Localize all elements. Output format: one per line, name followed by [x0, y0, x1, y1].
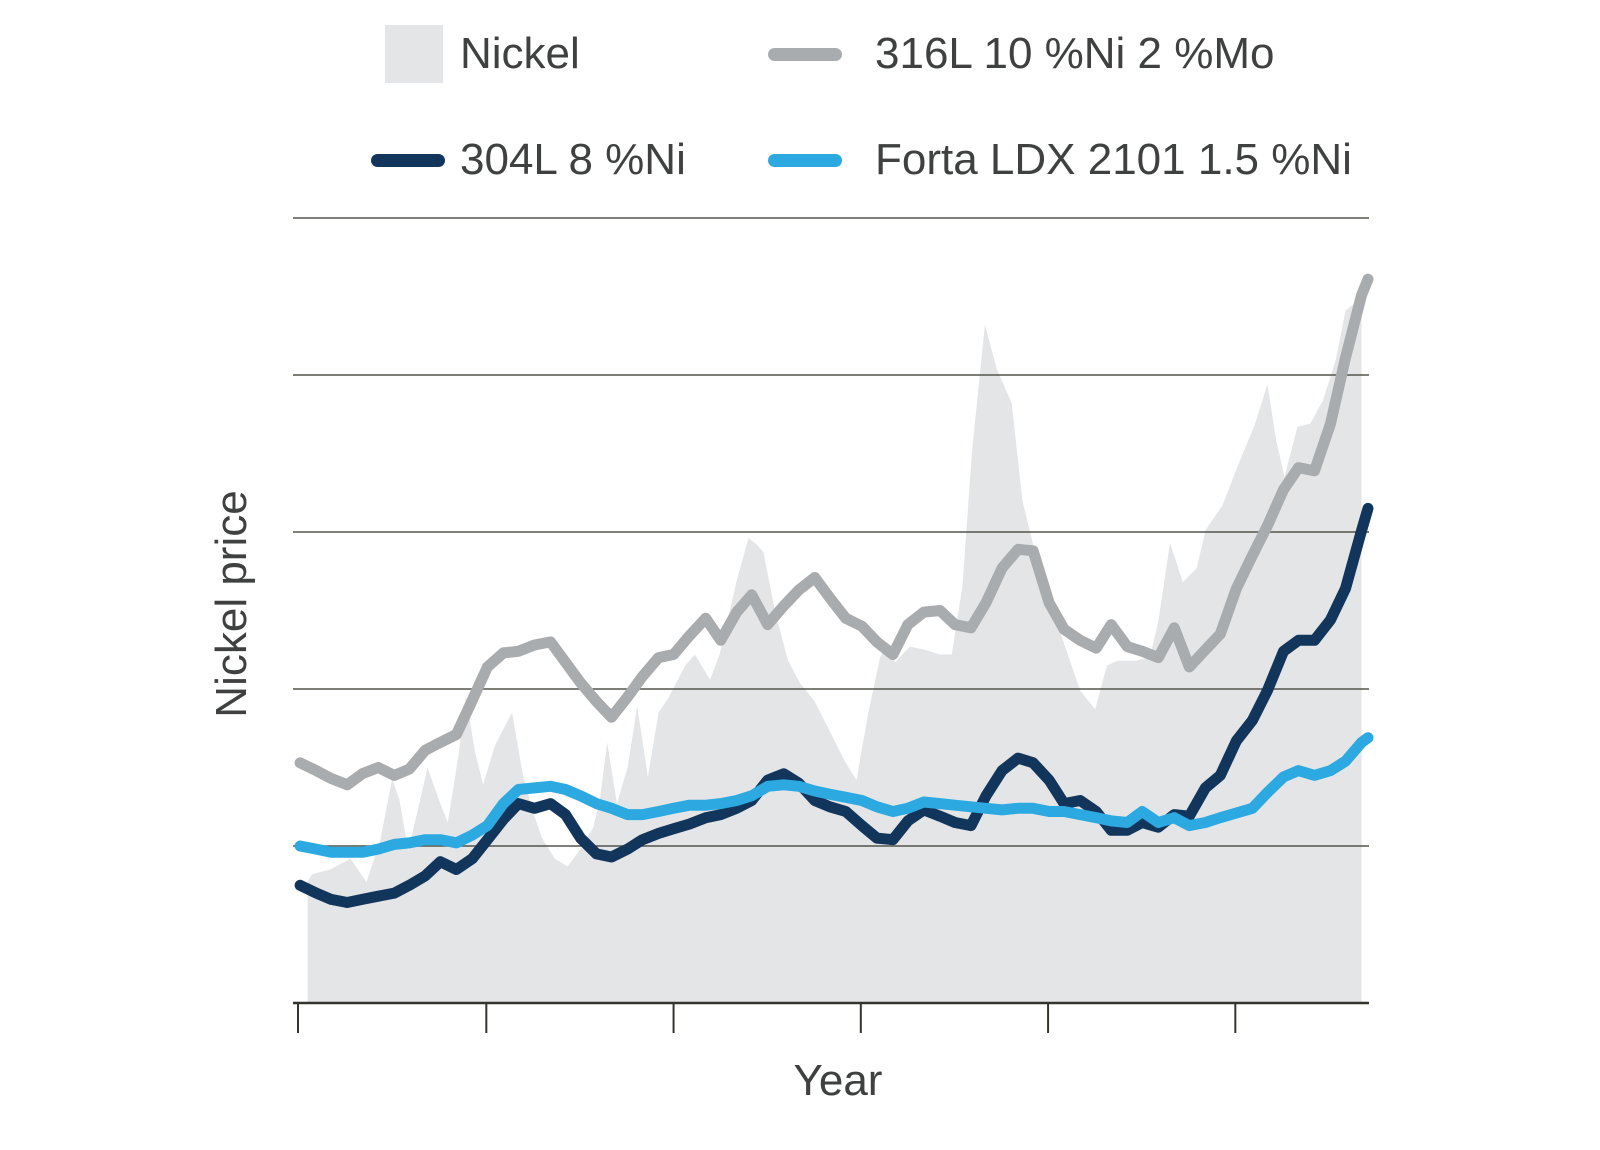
legend-item-nickel: Nickel	[385, 25, 580, 83]
line-forta	[294, 732, 1374, 858]
forta-line-swatch-icon	[768, 153, 842, 167]
legend-label-forta: Forta LDX 2101 1.5 %Ni	[875, 135, 1352, 184]
304l-line-swatch-icon	[371, 153, 445, 167]
legend-item-316l: 316L 10 %Ni 2 %Mo	[768, 25, 1274, 83]
x-axis-label: Year	[793, 1056, 883, 1105]
legend-item-304l: 304L 8 %Ni	[371, 131, 686, 189]
line-316l	[294, 273, 1374, 791]
nickel-area-swatch-icon	[385, 25, 443, 83]
316l-line-swatch-icon	[768, 47, 842, 61]
legend-label-304l: 304L 8 %Ni	[460, 135, 686, 184]
legend-item-forta: Forta LDX 2101 1.5 %Ni	[768, 131, 1352, 189]
nickel-area	[307, 302, 1362, 1003]
line-304l	[294, 502, 1374, 908]
y-axis-label: Nickel price	[207, 490, 256, 718]
legend-label-nickel: Nickel	[460, 29, 580, 78]
legend-label-316l: 316L 10 %Ni 2 %Mo	[875, 29, 1275, 78]
